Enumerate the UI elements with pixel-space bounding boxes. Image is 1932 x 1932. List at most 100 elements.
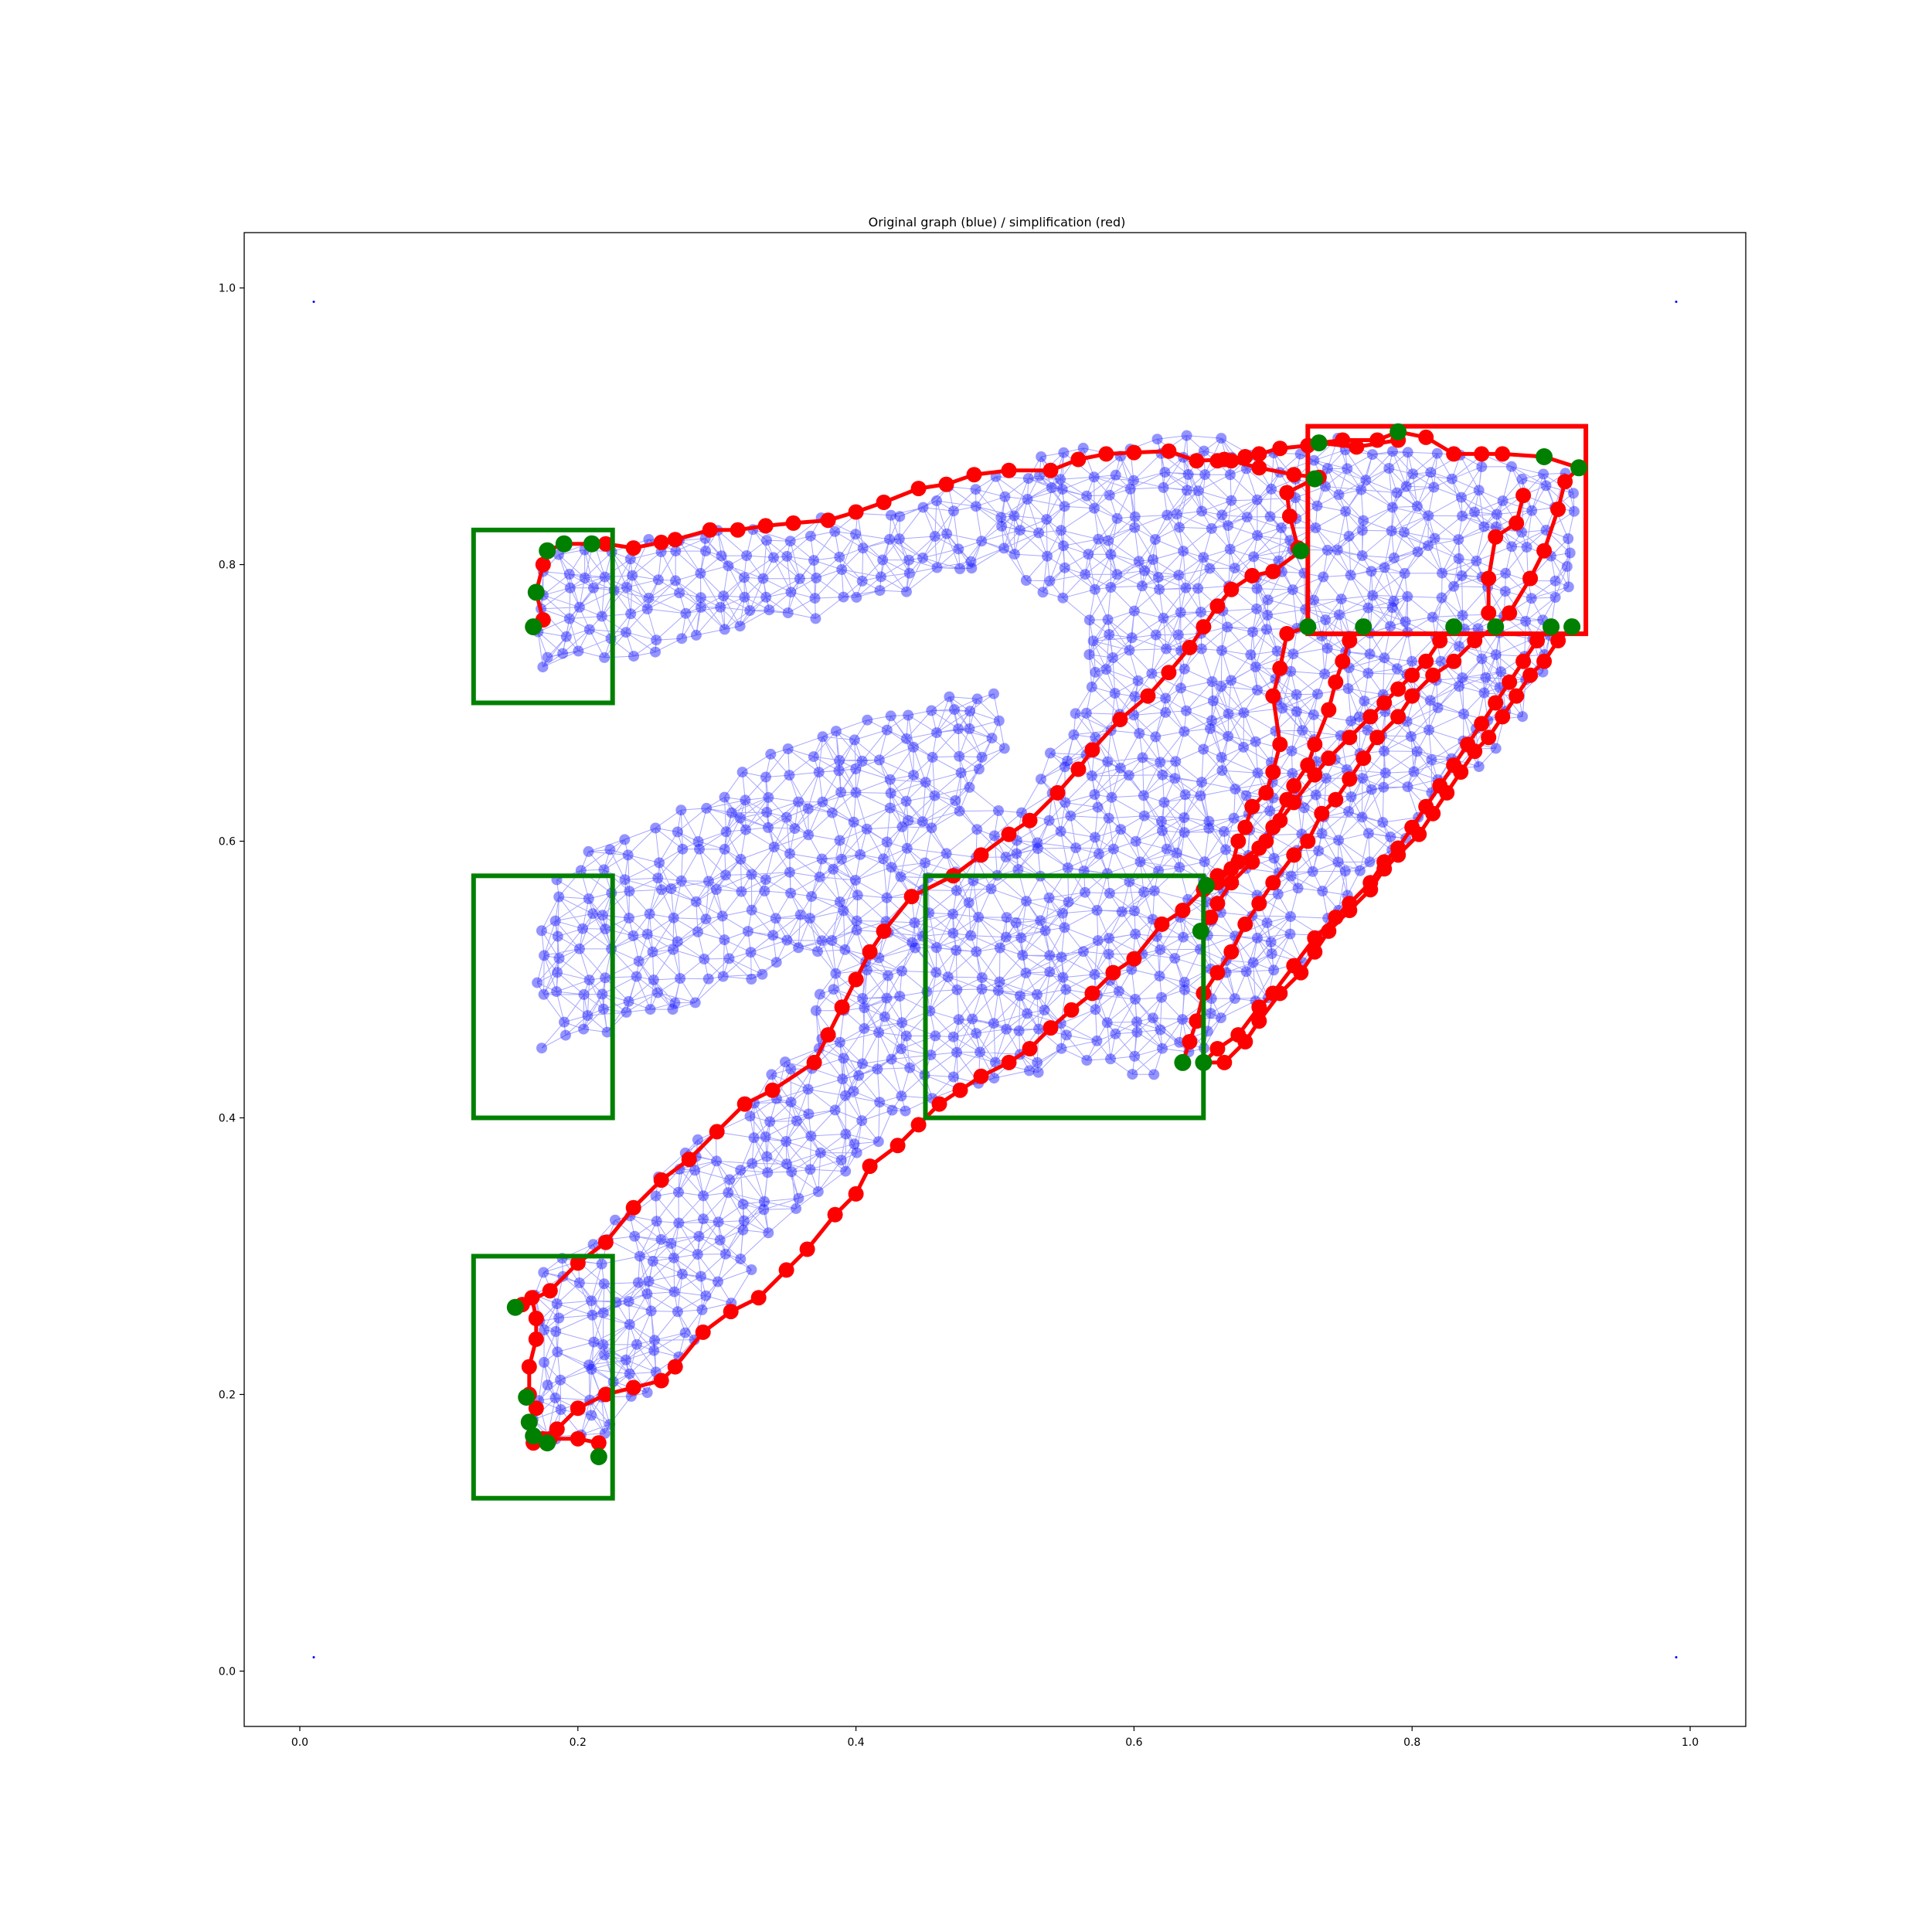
original-graph-node — [621, 1354, 631, 1366]
corner-points — [312, 301, 1678, 1658]
original-graph-node — [587, 908, 599, 920]
x-tick-label: 0.2 — [570, 1736, 587, 1749]
endpoint-node — [1445, 618, 1463, 636]
original-graph-node — [1032, 988, 1043, 1000]
original-graph-node — [1377, 817, 1389, 828]
original-graph-node — [1039, 925, 1051, 937]
original-graph-node — [760, 591, 772, 603]
simplification-node — [848, 1185, 864, 1202]
simplification-node — [1536, 653, 1553, 669]
original-graph-node — [1568, 505, 1580, 517]
original-graph-node — [1516, 473, 1528, 485]
original-graph-node — [1130, 928, 1141, 940]
original-graph-node — [1308, 594, 1319, 606]
original-graph-node — [1399, 567, 1410, 579]
endpoint-node — [1310, 434, 1328, 452]
original-graph-node — [1179, 789, 1191, 801]
original-graph-node — [1115, 824, 1127, 835]
original-graph-node — [781, 811, 792, 823]
simplification-node — [736, 1096, 753, 1112]
original-graph-node — [1128, 474, 1139, 486]
original-graph-node — [883, 970, 894, 981]
original-graph-node — [582, 1010, 594, 1022]
original-graph-node — [1139, 565, 1150, 577]
original-graph-node — [781, 1136, 792, 1147]
original-graph-node — [1032, 1056, 1043, 1068]
original-graph-node — [1205, 723, 1216, 734]
original-graph-node — [1124, 483, 1136, 495]
original-graph-node — [1203, 822, 1215, 834]
simplification-node — [1509, 688, 1525, 704]
simplification-node — [1063, 1002, 1080, 1018]
original-graph-node — [623, 913, 634, 923]
original-graph-node — [768, 552, 779, 563]
original-graph-node — [577, 923, 588, 934]
simplification-node — [1265, 688, 1281, 704]
original-graph-node — [1476, 461, 1488, 472]
original-graph-node — [886, 509, 896, 521]
original-graph-node — [896, 1043, 907, 1055]
original-graph-node — [1321, 773, 1332, 784]
original-graph-node — [808, 555, 820, 566]
original-graph-node — [770, 957, 782, 968]
original-graph-node — [1032, 843, 1043, 855]
x-tick-label: 0.0 — [291, 1736, 308, 1749]
original-graph-node — [1386, 502, 1398, 513]
simplification-node — [1495, 446, 1511, 462]
original-graph-node — [839, 944, 851, 955]
original-graph-node — [1423, 540, 1434, 552]
original-graph-node — [1138, 810, 1150, 821]
x-tick-label: 0.8 — [1403, 1736, 1420, 1749]
original-graph-node — [550, 1326, 562, 1337]
original-graph-node — [1356, 811, 1368, 823]
original-graph-node — [793, 942, 804, 954]
original-graph-node — [1070, 708, 1081, 719]
original-graph-node — [1362, 828, 1374, 839]
original-graph-node — [791, 1115, 802, 1127]
original-graph-node — [794, 573, 805, 584]
original-graph-node — [573, 943, 585, 954]
original-graph-node — [765, 748, 777, 760]
original-graph-node — [1174, 862, 1185, 873]
original-graph-node — [1181, 705, 1192, 716]
original-graph-node — [1379, 745, 1390, 757]
original-graph-node — [1490, 649, 1502, 661]
simplification-node — [1022, 812, 1038, 828]
simplification-node — [1237, 1034, 1253, 1049]
simplification-node — [625, 540, 641, 556]
original-graph-node — [763, 821, 774, 833]
original-graph-node — [1131, 1016, 1142, 1028]
simplification-node — [695, 1324, 711, 1340]
simplification-node — [1126, 951, 1142, 967]
original-graph-node — [781, 1158, 792, 1170]
original-graph-node — [597, 1307, 609, 1318]
original-graph-node — [1179, 984, 1190, 995]
original-graph-node — [839, 1090, 851, 1101]
simplification-node — [1404, 667, 1420, 683]
original-graph-node — [1287, 767, 1298, 779]
original-graph-node — [1014, 990, 1026, 1002]
original-graph-node — [1089, 968, 1100, 980]
original-graph-node — [760, 1131, 771, 1142]
original-graph-node — [1126, 964, 1138, 975]
original-graph-node — [647, 946, 658, 957]
original-graph-node — [625, 608, 637, 620]
original-graph-node — [1056, 484, 1068, 495]
original-graph-node — [851, 1147, 862, 1158]
simplification-node — [1536, 543, 1553, 559]
original-graph-node — [563, 613, 575, 624]
simplification-node — [848, 971, 864, 988]
original-graph-node — [652, 987, 664, 998]
simplification-node — [1557, 474, 1573, 490]
original-graph-node — [1059, 562, 1070, 573]
original-graph-node — [1154, 971, 1165, 981]
original-graph-node — [702, 973, 714, 985]
original-graph-node — [542, 651, 553, 663]
original-graph-node — [597, 910, 608, 921]
original-graph-node — [995, 512, 1007, 523]
original-graph-node — [930, 942, 942, 954]
original-graph-node — [829, 1104, 841, 1116]
original-graph-node — [849, 1138, 860, 1150]
original-graph-node — [767, 930, 779, 941]
original-graph-node — [549, 915, 561, 927]
